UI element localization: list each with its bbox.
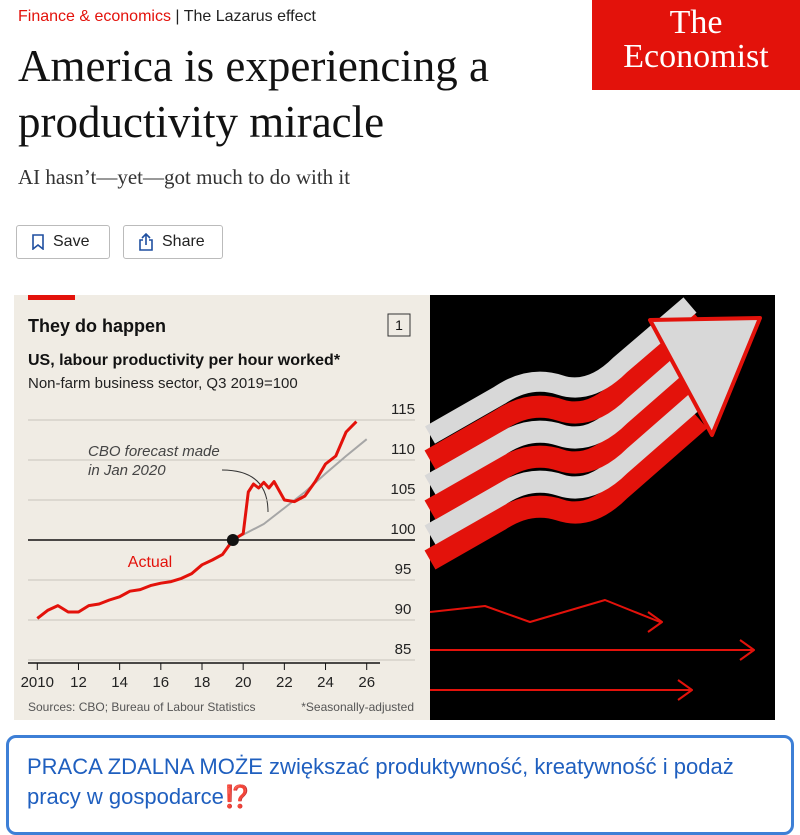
plot-area: 85 90 95 100 105 110 115 2010 12 14 16 18 20 22 24 26 Ac… [21, 401, 416, 691]
page: Finance & economics | The Lazarus effect… [6, 0, 800, 835]
button-label: Share [162, 233, 205, 250]
y-tick-label: 105 [390, 481, 415, 498]
x-tick-label: 18 [194, 674, 211, 691]
logo-line: Economist [623, 38, 769, 75]
series-line [36, 420, 358, 620]
series-line [232, 438, 368, 541]
series-label: Actual [128, 554, 172, 571]
x-tick-label: 12 [70, 674, 87, 691]
y-tick-label: 115 [391, 401, 415, 418]
base-point [226, 534, 239, 546]
chart-number-box [387, 313, 411, 337]
x-tick-label: 26 [358, 674, 375, 691]
x-tick-label: 20 [235, 674, 252, 691]
illustration-arrows [424, 297, 762, 701]
x-tick-label: 16 [152, 674, 169, 691]
y-tick-label: 100 [390, 521, 415, 538]
chart-number: 1 [395, 317, 403, 333]
series-label: CBO forecast made in Jan 2020 [88, 443, 220, 479]
y-tick-label: 110 [391, 441, 415, 458]
chart-subtitle: US, labour productivity per hour worked* [28, 352, 341, 369]
y-tick-label: 95 [395, 561, 412, 578]
chart: They do happen 1 US, labour productivity… [14, 295, 775, 720]
chart-subtitle: Non-farm business sector, Q3 2019=100 [28, 375, 298, 392]
x-tick-label: 14 [111, 674, 128, 691]
button-label: Save [53, 233, 90, 250]
y-tick-label: 90 [395, 601, 412, 618]
y-tick-label: 85 [395, 641, 412, 658]
chart-source: Sources: CBO; Bureau of Labour Statistic… [28, 700, 255, 714]
chart-title: They do happen [28, 316, 166, 336]
x-tick-label: 24 [317, 674, 334, 691]
banner: PRACA ZDALNA MOŻE zwiększać produktywnoś… [6, 735, 794, 835]
save-button[interactable]: Save [16, 225, 110, 259]
logo-line: The [669, 4, 723, 41]
share-icon [139, 233, 153, 251]
chart-tab [28, 295, 75, 300]
section-link[interactable]: Finance & economics [18, 8, 171, 25]
share-button[interactable]: Share [123, 225, 223, 259]
breadcrumb: Finance & economics | The Lazarus effect [18, 8, 316, 25]
x-tick-label: 22 [276, 674, 293, 691]
chart-note: *Seasonally-adjusted [301, 700, 414, 714]
logo[interactable]: The Economist [592, 0, 800, 90]
subheadline: AI hasn’t—yet—got much to do with it [18, 165, 351, 189]
banner-text: PRACA ZDALNA MOŻE zwiększać produktywnoś… [27, 754, 734, 809]
annotation-leader [221, 469, 269, 513]
chart-background [14, 295, 430, 720]
bookmark-icon [32, 234, 44, 250]
topic: The Lazarus effect [183, 8, 316, 25]
headline: America is experiencing a productivity m… [18, 41, 490, 147]
x-tick-label: 2010 [21, 674, 54, 691]
